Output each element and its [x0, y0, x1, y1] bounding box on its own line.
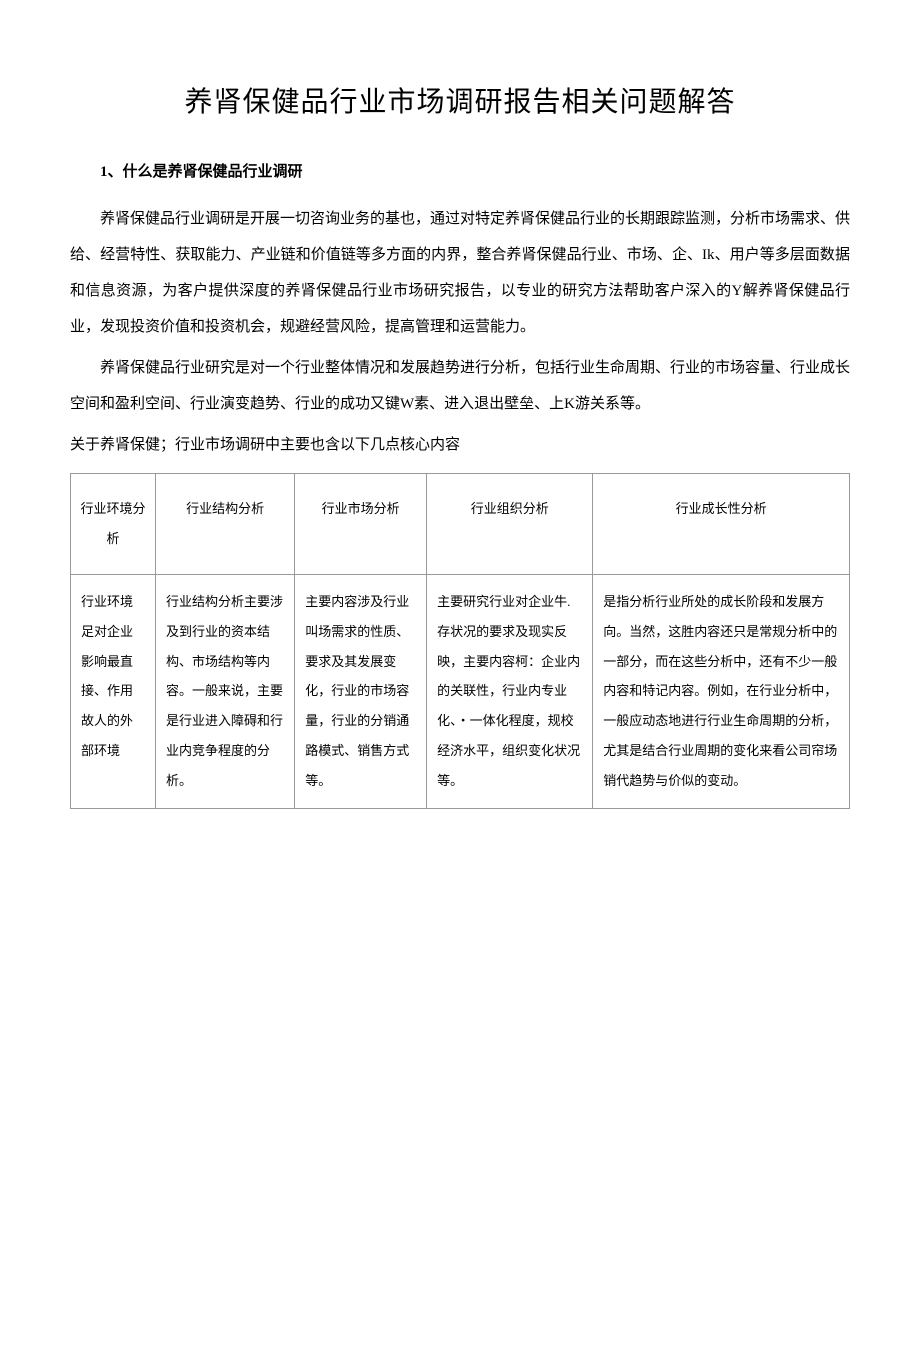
document-title: 养肾保健品行业市场调研报告相关问题解答 — [70, 80, 850, 120]
table-subtitle: 关于养肾保健；行业市场调研中主要也含以下几点核心内容 — [70, 427, 850, 463]
table-row: 行业环境足对企业影响最直接、作用故人的外部环境 行业结构分析主要涉及到行业的资本… — [71, 574, 850, 808]
section-heading: 1、什么是养肾保健品行业调研 — [70, 160, 850, 181]
table-header: 行业市场分析 — [295, 474, 427, 575]
table-cell: 主要内容涉及行业叫场需求的性质、要求及其发展变化，行业的市场容量，行业的分销通路… — [295, 574, 427, 808]
table-cell: 行业环境足对企业影响最直接、作用故人的外部环境 — [71, 574, 156, 808]
table-header: 行业成长性分析 — [593, 474, 850, 575]
table-header-row: 行业环境分析 行业结构分析 行业市场分析 行业组织分析 行业成长性分析 — [71, 474, 850, 575]
table-cell: 是指分析行业所处的成长阶段和发展方向。当然，这胜内容还只是常规分析中的一部分，而… — [593, 574, 850, 808]
table-header: 行业组织分析 — [427, 474, 593, 575]
table-cell: 主要研究行业对企业牛.存状况的要求及现实反映，主要内容柯：企业内的关联性，行业内… — [427, 574, 593, 808]
table-header: 行业结构分析 — [155, 474, 294, 575]
table-cell: 行业结构分析主要涉及到行业的资本结构、市场结构等内容。一般来说，主要是行业进入障… — [155, 574, 294, 808]
paragraph-2: 养肾保健品行业研究是对一个行业整体情况和发展趋势进行分析，包括行业生命周期、行业… — [70, 350, 850, 422]
paragraph-1: 养肾保健品行业调研是开展一切咨询业务的基也，通过对特定养肾保健品行业的长期跟踪监… — [70, 201, 850, 345]
table-header: 行业环境分析 — [71, 474, 156, 575]
analysis-table: 行业环境分析 行业结构分析 行业市场分析 行业组织分析 行业成长性分析 行业环境… — [70, 473, 850, 809]
